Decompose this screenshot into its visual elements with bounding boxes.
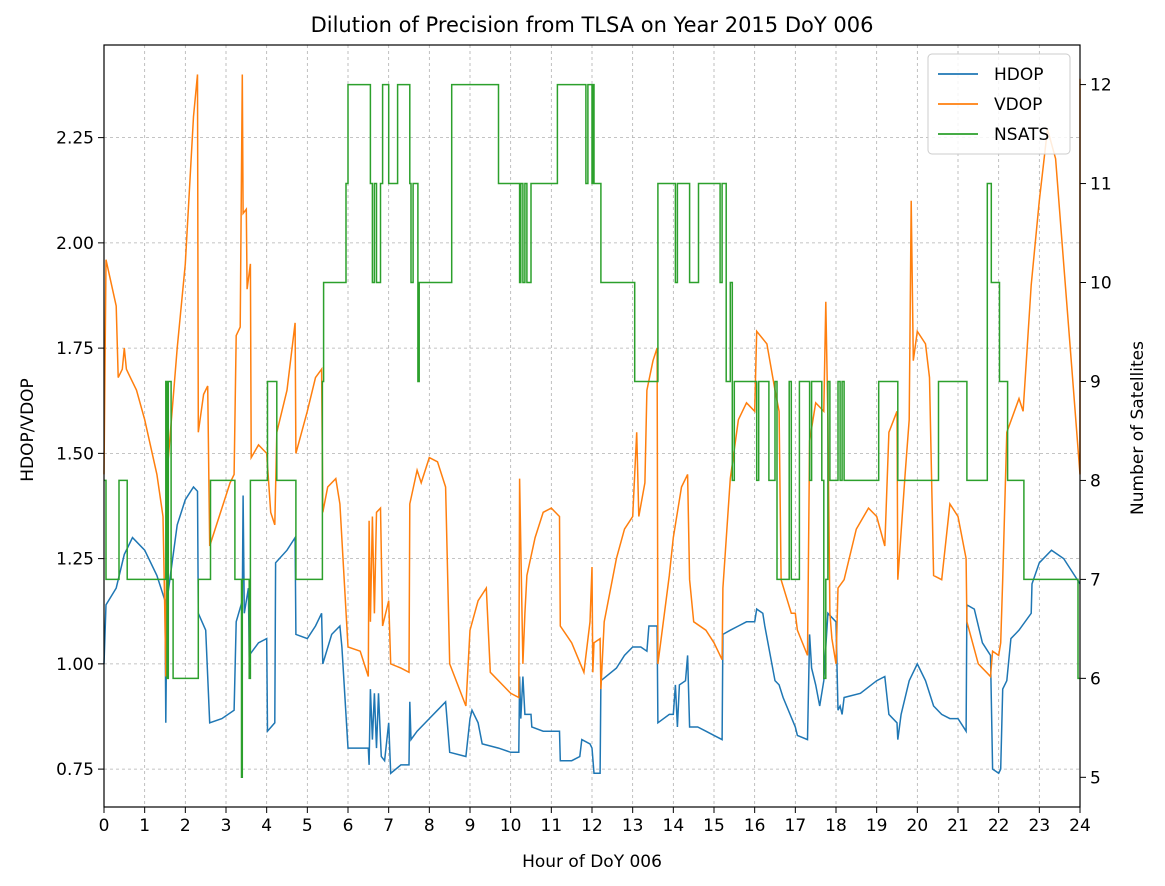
x-tick-label: 17 [785,816,807,836]
legend-label-vdop: VDOP [994,95,1042,115]
x-tick-label: 0 [99,816,110,836]
chart-title: Dilution of Precision from TLSA on Year … [311,13,874,37]
legend-label-hdop: HDOP [994,65,1044,85]
y-right-tick-label: 9 [1090,372,1101,392]
x-tick-label: 22 [988,816,1010,836]
x-tick-label: 1 [139,816,150,836]
x-tick-label: 21 [947,816,969,836]
y-left-tick-label: 1.25 [56,550,94,570]
series-line-nsats [104,83,1080,779]
x-tick-label: 5 [302,816,313,836]
x-tick-label: 9 [465,816,476,836]
x-tick-label: 12 [581,816,603,836]
y-left-tick-label: 2.00 [56,234,94,254]
y-left-tick-label: 1.75 [56,339,94,359]
y-axis-label-left: HDOP/VDOP [18,378,38,482]
y-left-tick-label: 1.50 [56,444,94,464]
x-tick-label: 20 [907,816,929,836]
x-tick-label: 13 [622,816,644,836]
series-line-hdop [103,485,1081,775]
x-tick-label: 18 [825,816,847,836]
y-left-tick-label: 2.25 [56,129,94,149]
x-tick-label: 11 [541,816,563,836]
y-left-tick-label: 0.75 [56,760,94,780]
plot-series [103,74,1081,779]
x-tick-label: 16 [744,816,766,836]
series-line-vdop [103,74,1081,707]
y-left-tick-label: 1.00 [56,655,94,675]
x-tick-label: 23 [1029,816,1051,836]
legend: HDOP VDOP NSATS [927,53,1071,155]
x-tick-label: 2 [180,816,191,836]
y-right-tick-label: 8 [1090,471,1101,491]
legend-label-nsats: NSATS [994,125,1049,145]
y-right-tick-label: 11 [1090,175,1112,195]
y-right-tick-label: 12 [1090,76,1112,96]
x-tick-label: 19 [866,816,888,836]
y-right-tick-label: 6 [1090,669,1101,689]
x-tick-label: 15 [703,816,725,836]
x-tick-label: 14 [663,816,685,836]
y-right-tick-label: 10 [1090,274,1112,294]
x-tick-label: 3 [221,816,232,836]
ticks: 0 1 2 3 4 5 6 7 8 9 10 11 12 13 14 15 16 17 18 19 20 21 22 23 24… [56,76,1112,836]
y-right-tick-label: 7 [1090,570,1101,590]
x-tick-label: 24 [1069,816,1091,836]
x-tick-label: 7 [383,816,394,836]
x-tick-label: 10 [500,816,522,836]
x-tick-label: 8 [424,816,435,836]
x-axis-label: Hour of DoY 006 [522,852,662,872]
y-axis-label-right: Number of Satellites [1128,341,1148,515]
legend-box [927,53,1071,155]
y-right-tick-label: 5 [1090,768,1101,788]
x-tick-label: 4 [261,816,272,836]
x-tick-label: 6 [343,816,354,836]
